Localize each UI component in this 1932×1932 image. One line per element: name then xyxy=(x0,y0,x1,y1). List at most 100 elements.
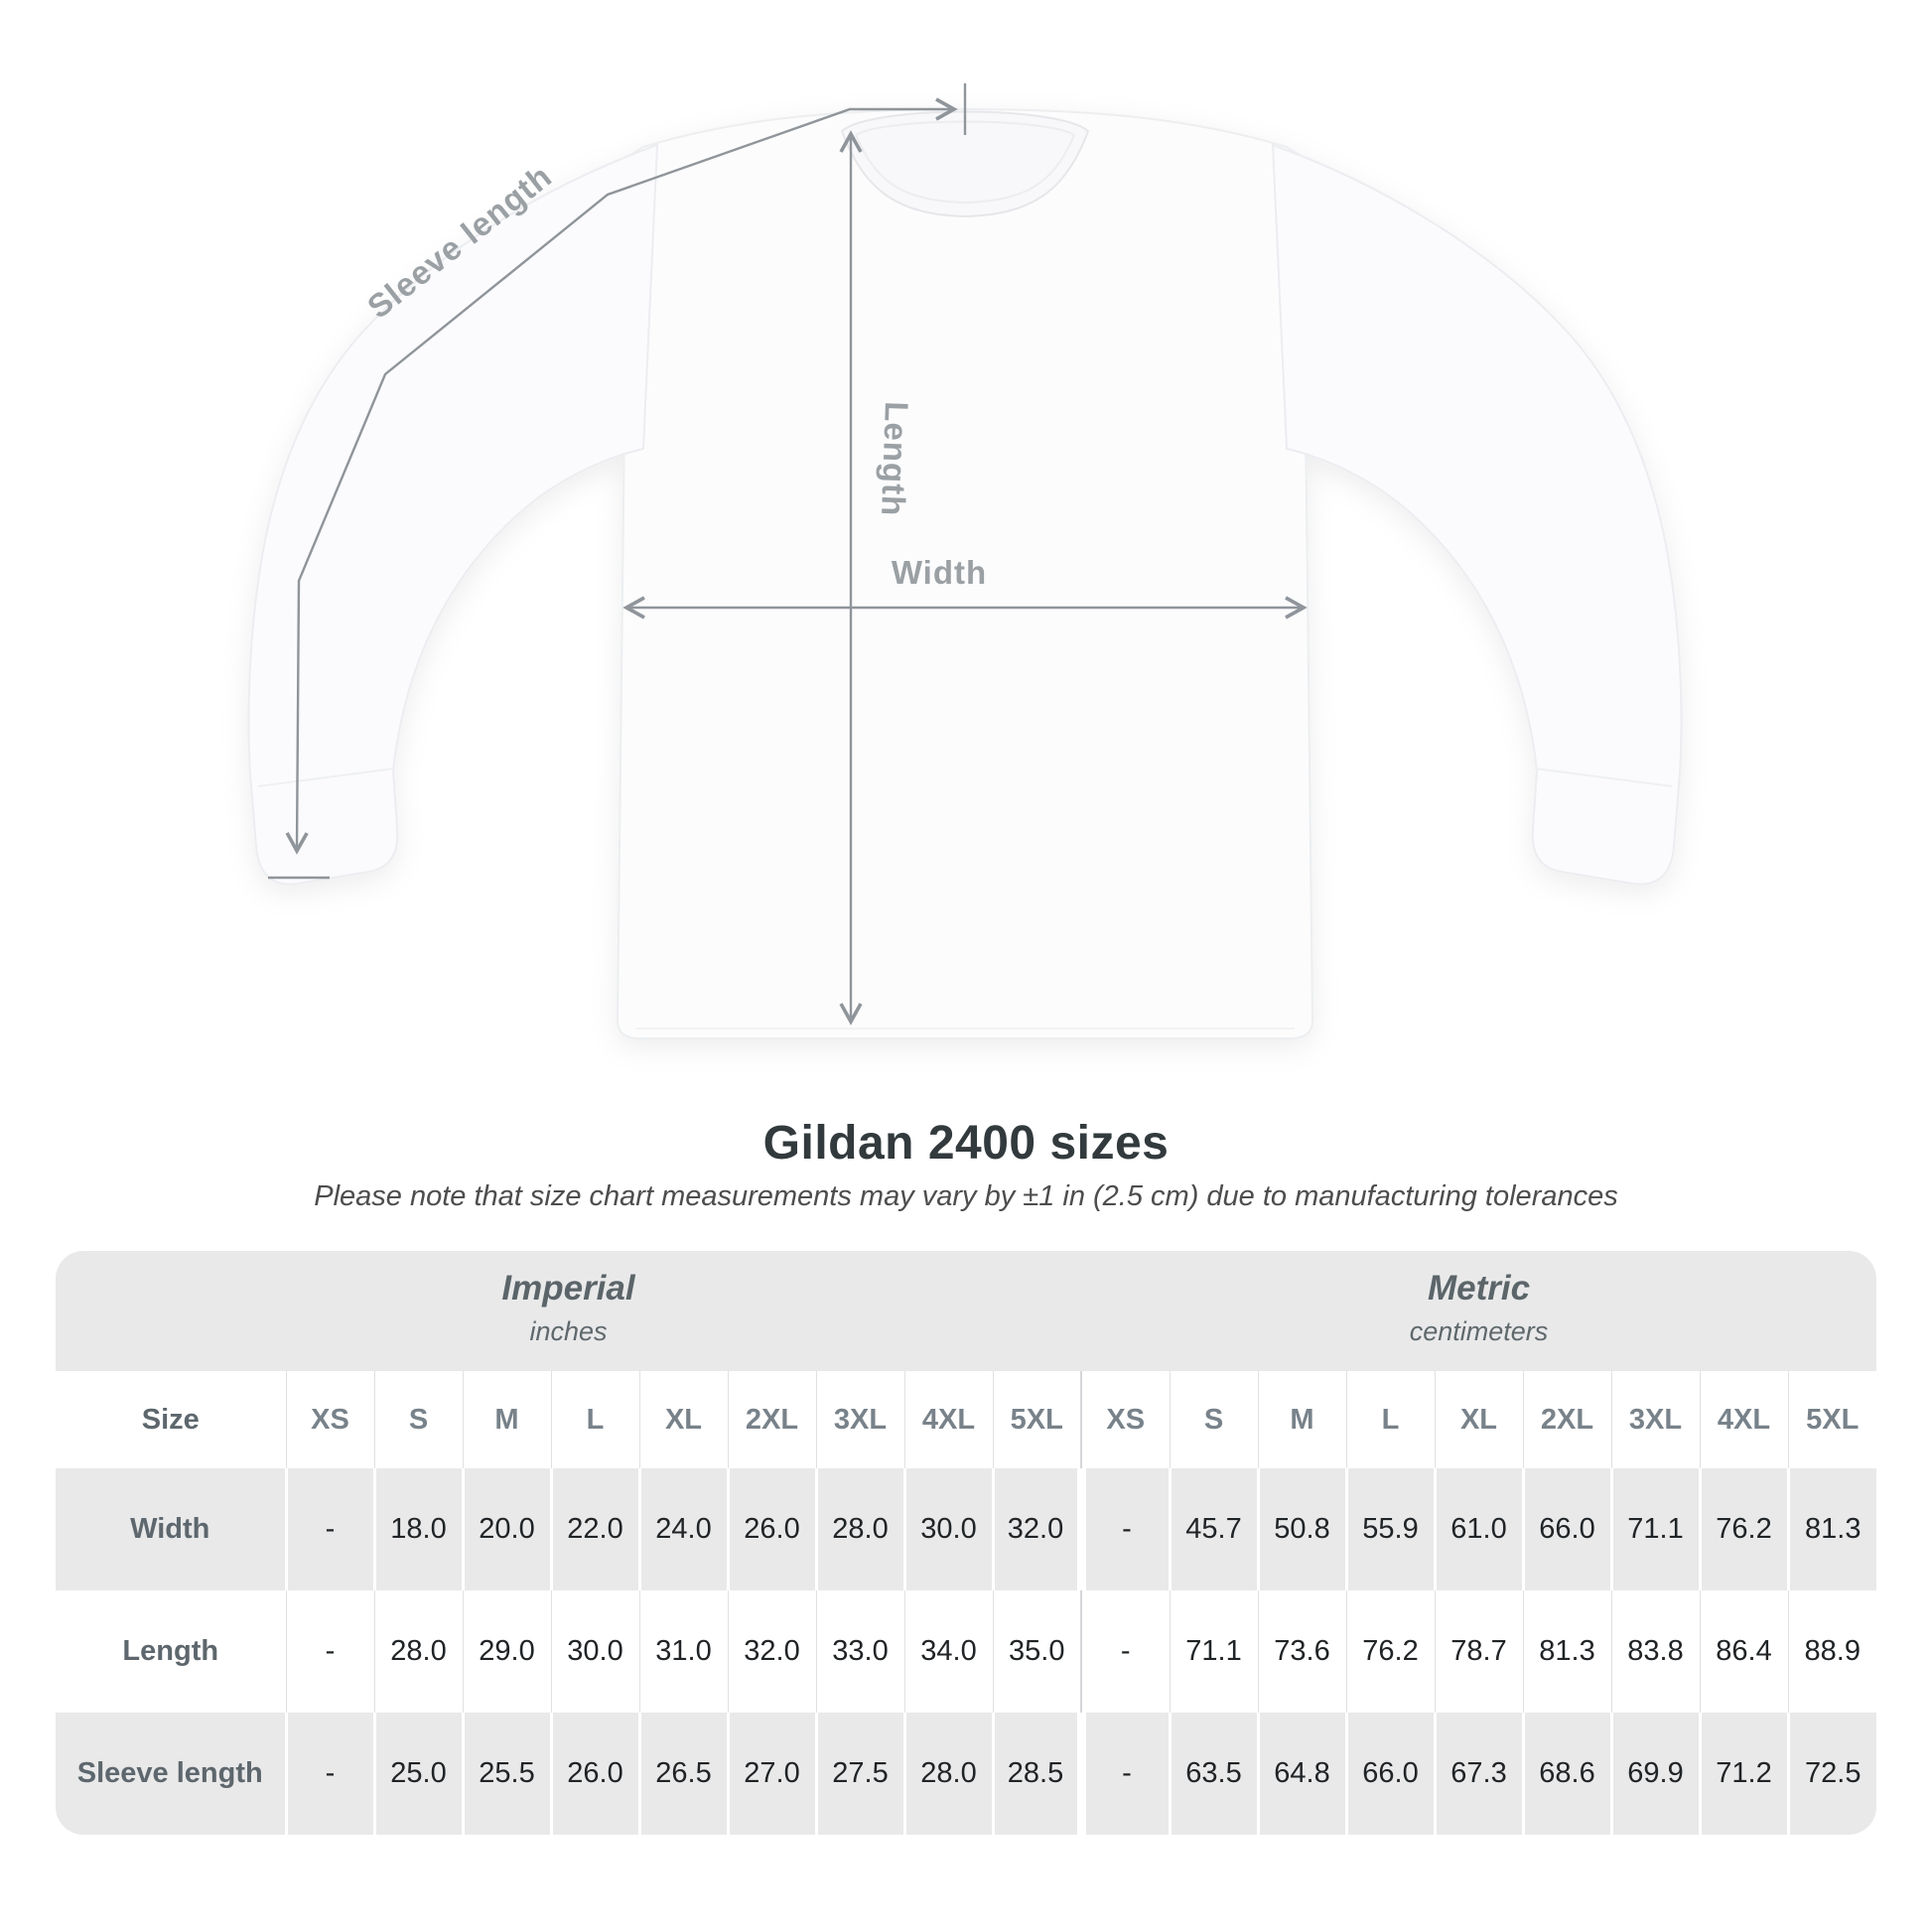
width-imperial-cell: 32.0 xyxy=(991,1468,1081,1590)
size-header-imperial: 5XL xyxy=(992,1371,1081,1468)
length-row: Length - 28.0 29.0 30.0 31.0 32.0 33.0 3… xyxy=(56,1590,1876,1713)
length-metric-cell: 71.1 xyxy=(1169,1590,1258,1713)
imperial-section-label: Imperial xyxy=(501,1269,635,1308)
sleeve-imperial-cell: 28.0 xyxy=(902,1713,993,1835)
size-header-imperial: 3XL xyxy=(815,1371,904,1468)
size-column-title: Size xyxy=(56,1371,286,1468)
sleeve-imperial-cell: 28.5 xyxy=(991,1713,1081,1835)
length-label: Length xyxy=(875,401,915,517)
size-table-grid: Imperial inches Metric centimeters Size … xyxy=(56,1251,1876,1835)
length-imperial-cell: 30.0 xyxy=(550,1590,639,1713)
width-metric-cell: 55.9 xyxy=(1344,1468,1435,1590)
sleeve-imperial-cell: 27.5 xyxy=(814,1713,904,1835)
tolerance-note: Please note that size chart measurements… xyxy=(314,1180,1618,1212)
width-metric-cell: 61.0 xyxy=(1433,1468,1523,1590)
sleeve-imperial-cell: - xyxy=(284,1713,374,1835)
width-metric-cell: 66.0 xyxy=(1521,1468,1611,1590)
metric-section-label: Metric xyxy=(1427,1269,1531,1308)
sleeve-metric-cell: 64.8 xyxy=(1256,1713,1346,1835)
size-header-metric: M xyxy=(1257,1371,1346,1468)
length-imperial-cell: 29.0 xyxy=(462,1590,551,1713)
length-imperial-cell: 28.0 xyxy=(373,1590,463,1713)
size-header-imperial: L xyxy=(550,1371,639,1468)
width-imperial-cell: 30.0 xyxy=(902,1468,993,1590)
width-imperial-cell: 26.0 xyxy=(726,1468,816,1590)
width-imperial-cell: 28.0 xyxy=(814,1468,904,1590)
width-metric-cell: 81.3 xyxy=(1786,1468,1876,1590)
sleeve-length-arrow xyxy=(285,97,958,855)
length-metric-cell: 73.6 xyxy=(1257,1590,1346,1713)
size-header-imperial: M xyxy=(462,1371,551,1468)
sleeve-metric-cell: 63.5 xyxy=(1168,1713,1258,1835)
sleeve-metric-cell: 69.9 xyxy=(1609,1713,1700,1835)
length-imperial-cell: 32.0 xyxy=(727,1590,816,1713)
length-imperial-cell: - xyxy=(285,1590,374,1713)
shirt-diagram-svg: Sleeve length Length Width xyxy=(247,83,1683,1039)
right-cuff-seam xyxy=(1534,767,1673,787)
row-label-width: Width xyxy=(56,1468,286,1590)
length-metric-cell: 88.9 xyxy=(1787,1590,1876,1713)
sleeve-metric-cell: - xyxy=(1076,1713,1170,1835)
width-imperial-cell: 22.0 xyxy=(549,1468,639,1590)
length-metric-cell: 78.7 xyxy=(1434,1590,1523,1713)
width-imperial-cell: 24.0 xyxy=(637,1468,728,1590)
length-imperial-cell: 34.0 xyxy=(903,1590,993,1713)
sleeve-metric-cell: 72.5 xyxy=(1786,1713,1876,1835)
page-title: Gildan 2400 sizes xyxy=(762,1117,1170,1170)
size-header-imperial: XL xyxy=(638,1371,728,1468)
size-header-row: Size XS S M L XL 2XL 3XL 4XL 5XL XS S M … xyxy=(56,1371,1876,1468)
size-header-imperial: S xyxy=(373,1371,463,1468)
sleeve-length-row: Sleeve length - 25.0 25.5 26.0 26.5 27.0… xyxy=(56,1713,1876,1835)
width-metric-cell: - xyxy=(1076,1468,1170,1590)
size-header-imperial: 2XL xyxy=(727,1371,816,1468)
sleeve-imperial-cell: 25.5 xyxy=(461,1713,551,1835)
size-header-metric: S xyxy=(1169,1371,1258,1468)
sleeve-metric-cell: 66.0 xyxy=(1344,1713,1435,1835)
size-header-metric: 4XL xyxy=(1699,1371,1788,1468)
imperial-unit-label: inches xyxy=(529,1316,608,1346)
size-header-imperial: XS xyxy=(285,1371,374,1468)
width-metric-cell: 45.7 xyxy=(1168,1468,1258,1590)
size-header-imperial: 4XL xyxy=(903,1371,993,1468)
metric-unit-label: centimeters xyxy=(1409,1316,1549,1346)
length-imperial-cell: 35.0 xyxy=(992,1590,1081,1713)
sleeve-imperial-cell: 27.0 xyxy=(726,1713,816,1835)
width-row: Width - 18.0 20.0 22.0 24.0 26.0 28.0 30… xyxy=(56,1468,1876,1590)
size-header-metric: 2XL xyxy=(1522,1371,1611,1468)
size-header-metric: L xyxy=(1345,1371,1435,1468)
size-header-metric: XL xyxy=(1434,1371,1523,1468)
row-label-sleeve-length: Sleeve length xyxy=(56,1713,286,1835)
sleeve-imperial-cell: 26.5 xyxy=(637,1713,728,1835)
length-imperial-cell: 31.0 xyxy=(638,1590,728,1713)
length-metric-cell: 81.3 xyxy=(1522,1590,1611,1713)
size-header-metric: XS xyxy=(1080,1371,1170,1468)
width-label: Width xyxy=(892,554,987,591)
length-metric-cell: 83.8 xyxy=(1610,1590,1700,1713)
size-table: Imperial inches Metric centimeters Size … xyxy=(56,1251,1876,1835)
length-metric-cell: 86.4 xyxy=(1699,1590,1788,1713)
length-imperial-cell: 33.0 xyxy=(815,1590,904,1713)
width-imperial-cell: 20.0 xyxy=(461,1468,551,1590)
sleeve-imperial-cell: 26.0 xyxy=(549,1713,639,1835)
row-label-length: Length xyxy=(56,1590,286,1713)
width-metric-cell: 71.1 xyxy=(1609,1468,1700,1590)
units-band-row: Imperial inches Metric centimeters xyxy=(56,1251,1876,1371)
shirt-diagram: Sleeve length Length Width xyxy=(247,83,1683,1039)
width-metric-cell: 76.2 xyxy=(1698,1468,1788,1590)
length-metric-cell: - xyxy=(1080,1590,1170,1713)
sleeve-metric-cell: 67.3 xyxy=(1433,1713,1523,1835)
size-header-metric: 3XL xyxy=(1610,1371,1700,1468)
width-imperial-cell: 18.0 xyxy=(372,1468,463,1590)
shirt-right-sleeve xyxy=(1271,143,1683,886)
sleeve-imperial-cell: 25.0 xyxy=(372,1713,463,1835)
metric-band: Metric centimeters xyxy=(1081,1251,1876,1371)
imperial-band: Imperial inches xyxy=(56,1251,1081,1371)
sleeve-metric-cell: 71.2 xyxy=(1698,1713,1788,1835)
measurement-annotations xyxy=(268,83,1308,1026)
length-metric-cell: 76.2 xyxy=(1345,1590,1435,1713)
width-imperial-cell: - xyxy=(284,1468,374,1590)
sleeve-metric-cell: 68.6 xyxy=(1521,1713,1611,1835)
width-metric-cell: 50.8 xyxy=(1256,1468,1346,1590)
size-header-metric: 5XL xyxy=(1787,1371,1876,1468)
